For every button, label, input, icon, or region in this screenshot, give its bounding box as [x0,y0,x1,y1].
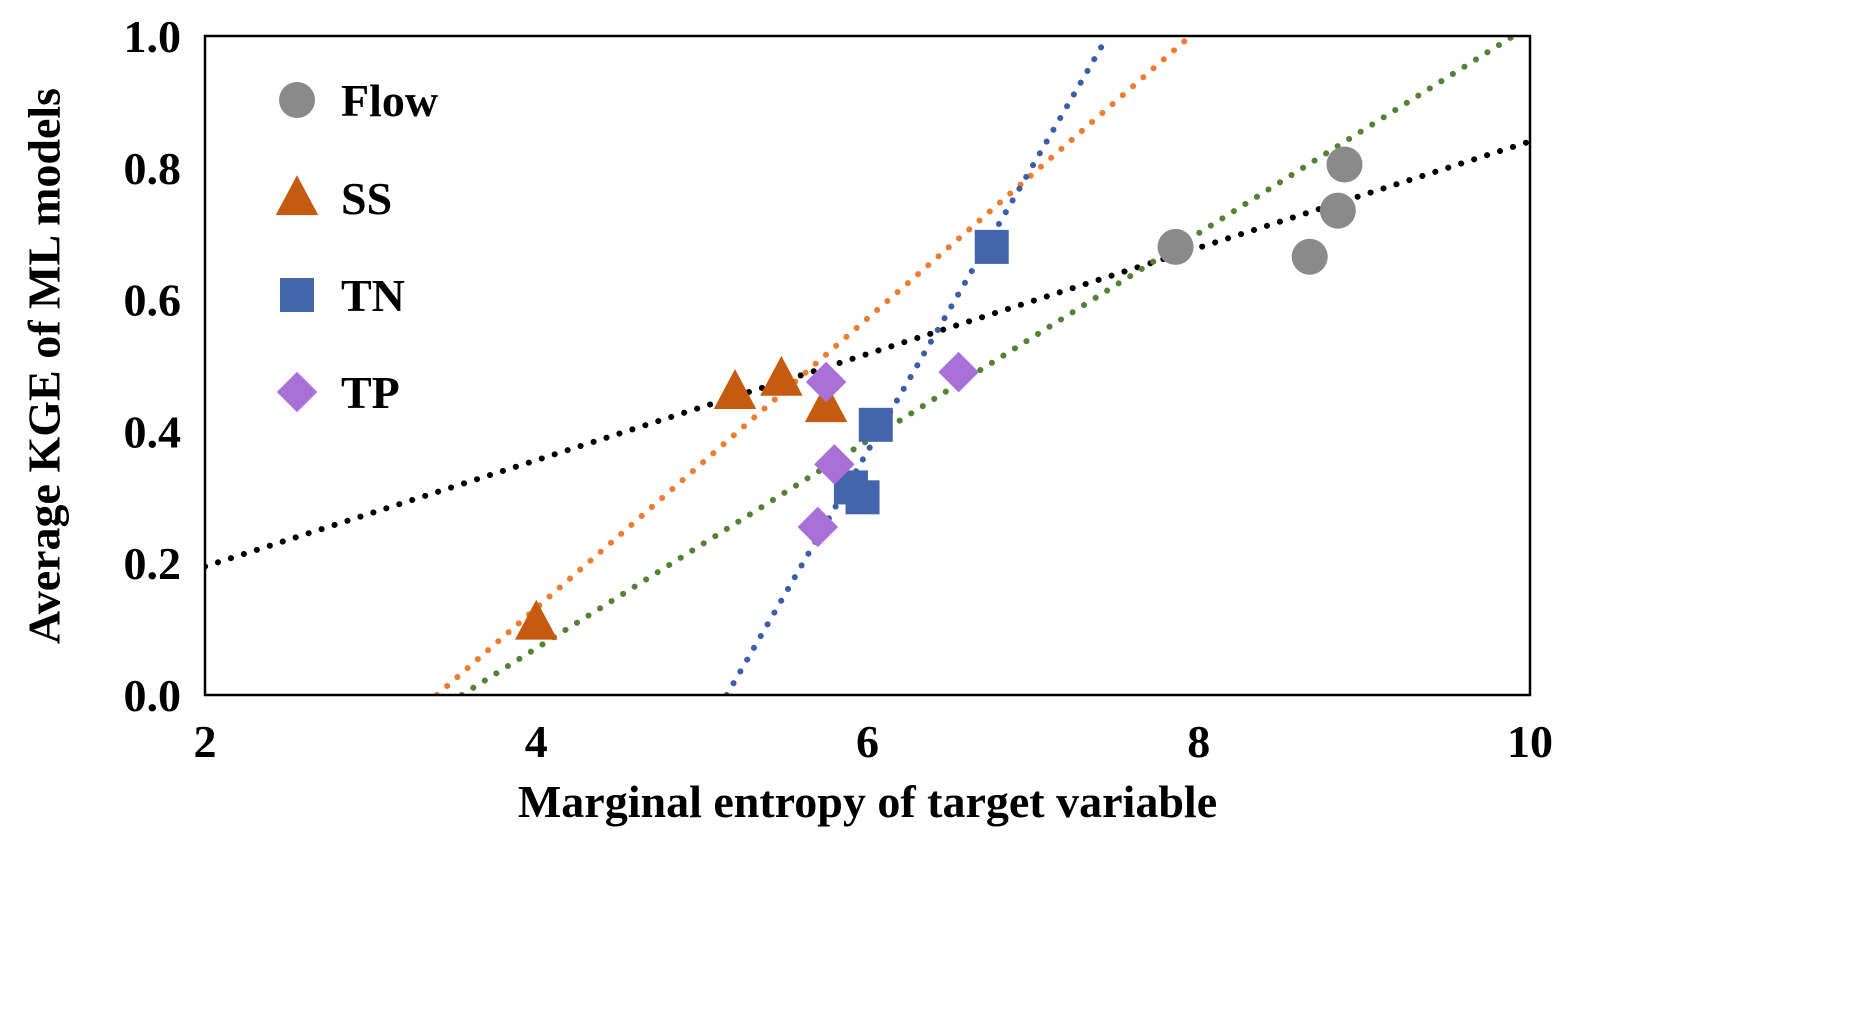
point-TN [974,229,1009,264]
legend-marker-TN [280,278,314,312]
x-axis-title: Marginal entropy of target variable [517,776,1218,827]
x-tick-label: 8 [1187,716,1210,767]
x-tick-label: 2 [194,716,217,767]
legend-marker-Flow [279,82,315,118]
point-SS [713,369,757,409]
legend-label-Flow: Flow [341,75,438,126]
y-tick-label: 1.0 [124,11,182,62]
trendline-TP [458,36,1517,695]
y-tick-label: 0.6 [124,275,182,326]
point-TP [814,444,855,485]
legend-label-TN: TN [341,270,405,321]
trendline-TN [723,36,1111,695]
point-SS [760,355,803,396]
point-Flow [1291,238,1328,275]
trendline-SS [433,36,1194,695]
x-tick-label: 4 [525,716,548,767]
plot-border [203,34,1532,697]
point-TP [797,506,839,548]
legend-marker-SS [275,175,319,216]
point-TN [858,407,893,442]
point-Flow [1326,146,1363,183]
point-Flow [1319,192,1356,229]
legend: Flow SS TN TP [275,75,438,418]
point-TN [845,480,880,515]
y-tick-label: 0.2 [124,538,182,589]
y-tick-label: 0.4 [124,406,182,457]
trendline-Flow [205,138,1530,570]
y-tick-label: 0.8 [124,143,182,194]
y-axis-title: Average KGE of ML models [18,87,70,645]
legend-marker-TP [276,371,318,413]
legend-label-TP: TP [341,367,400,418]
point-TP [938,351,979,393]
x-tick-label: 10 [1507,716,1553,767]
point-SS [514,599,558,640]
point-Flow [1157,228,1194,265]
point-TP [805,361,847,403]
y-tick-label: 0.0 [124,670,182,721]
legend-label-SS: SS [341,173,392,224]
x-tick-label: 6 [856,716,879,767]
